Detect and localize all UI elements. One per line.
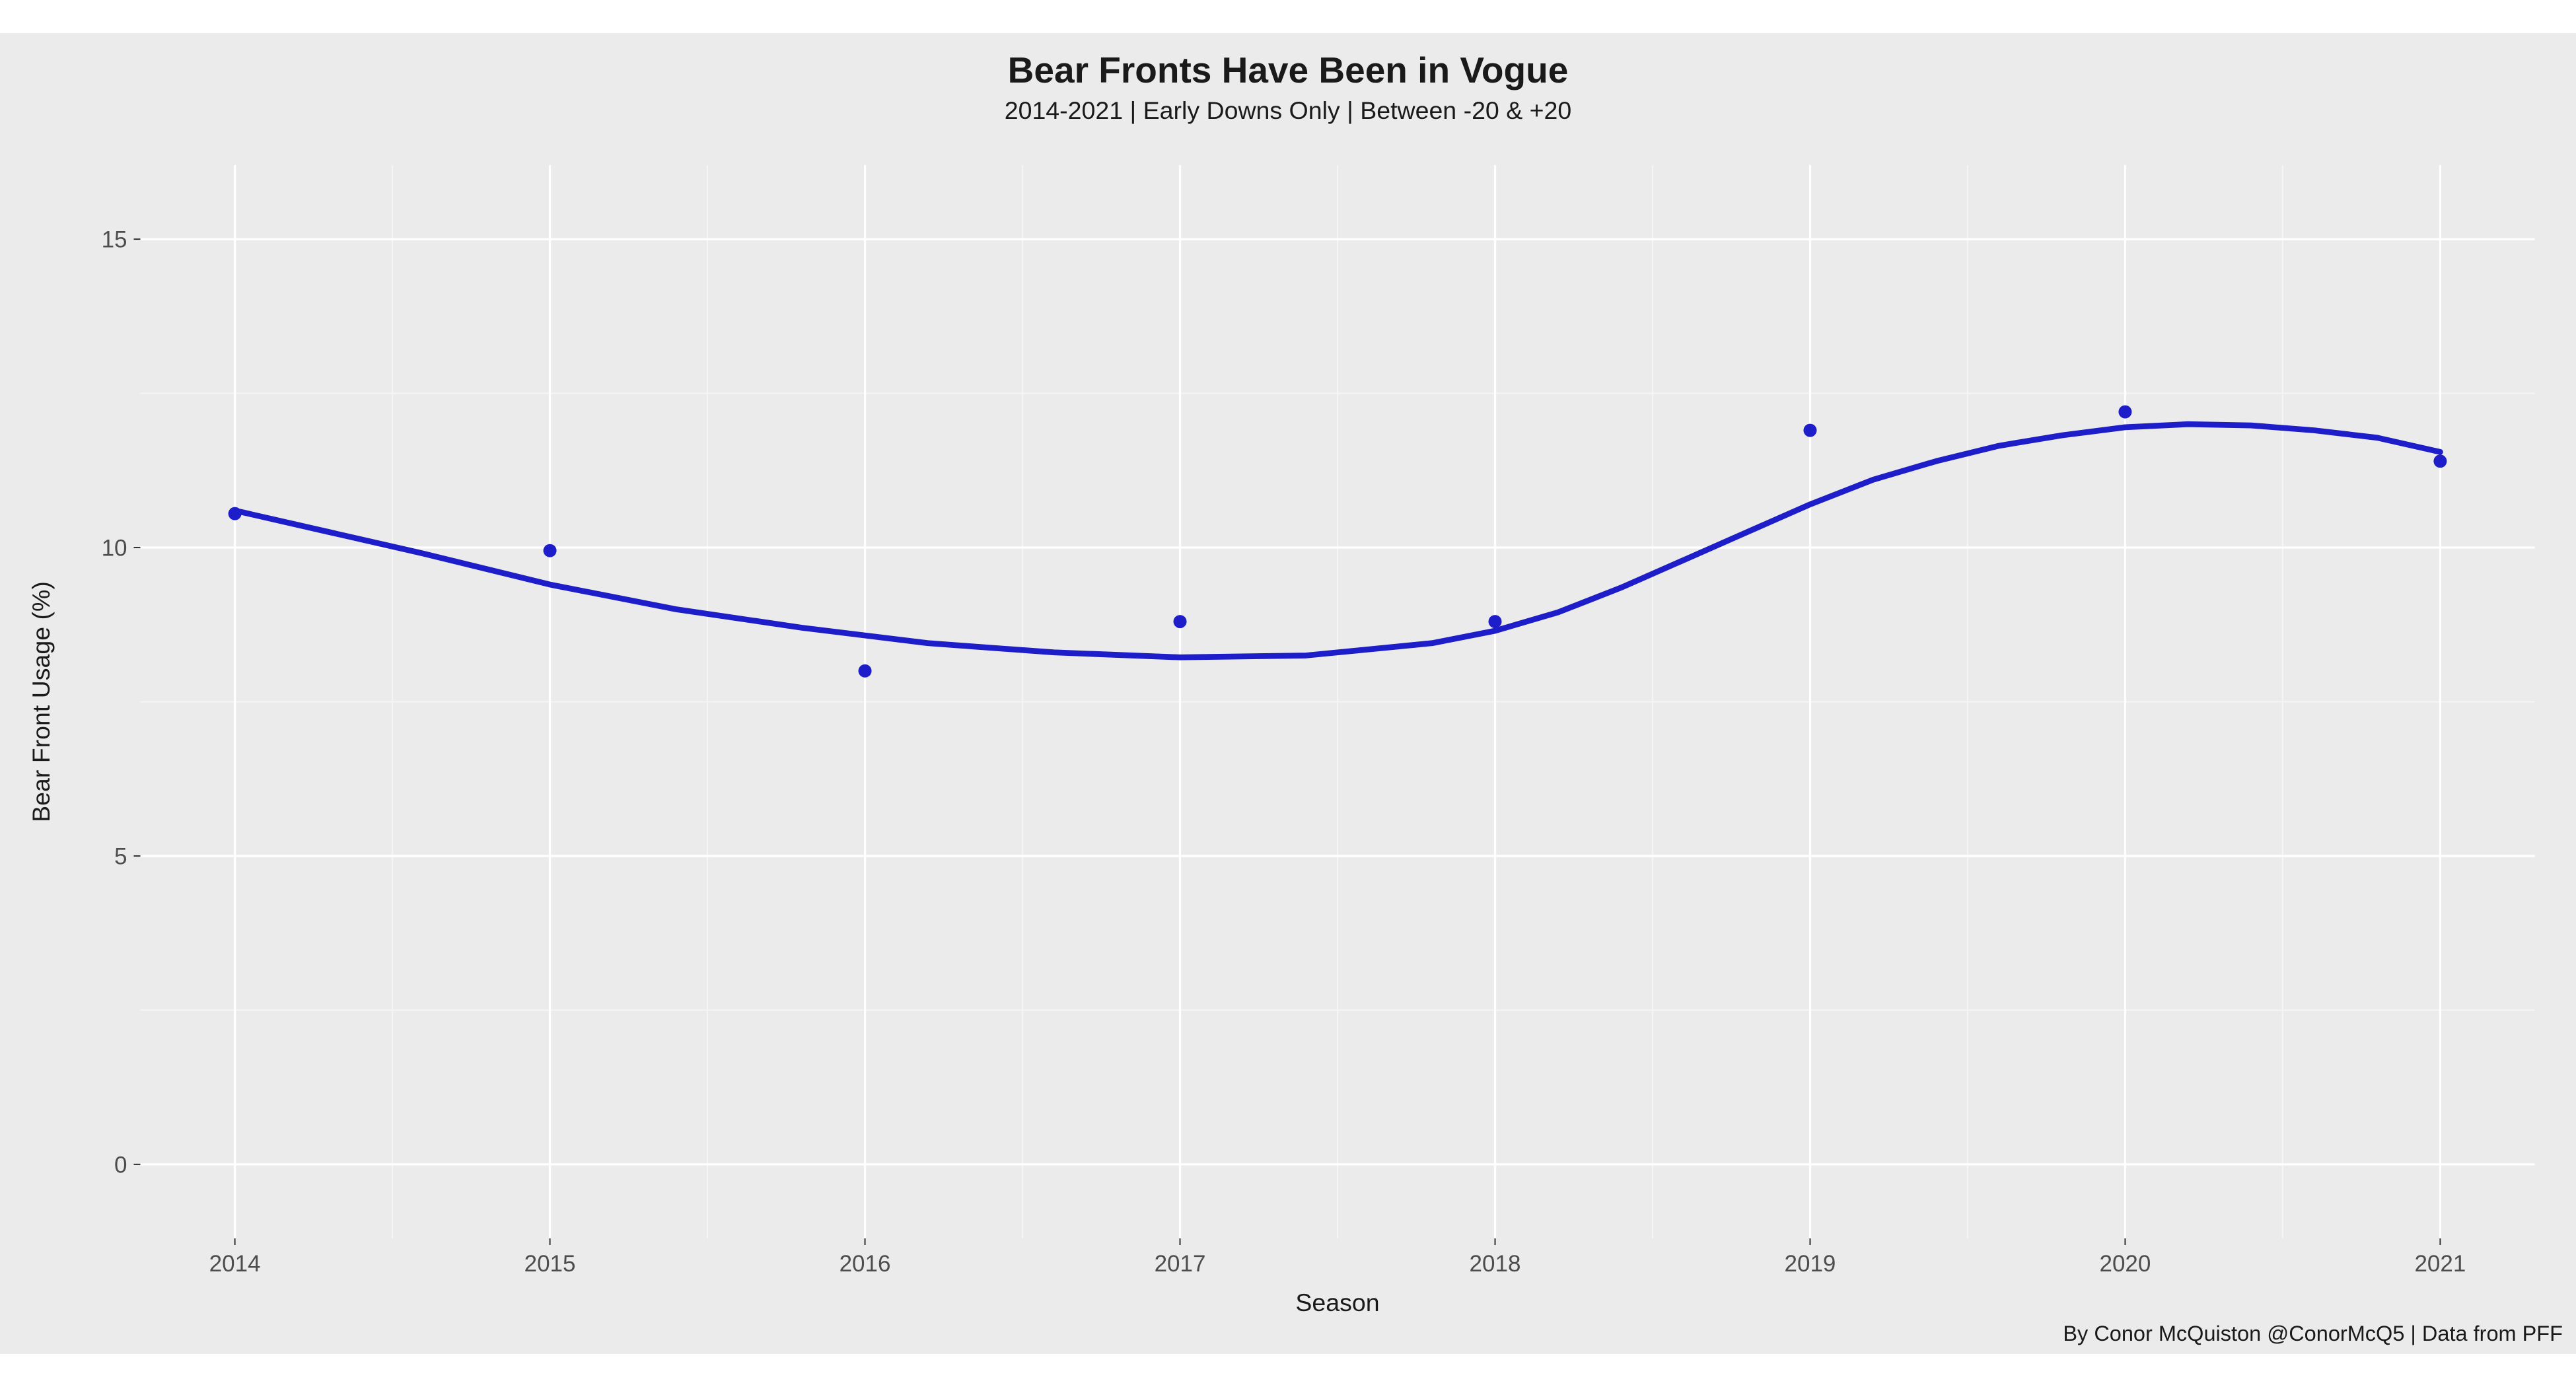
x-tick-label: 2017 (1155, 1251, 1206, 1277)
data-point (2433, 454, 2447, 468)
x-tick-label: 2020 (2099, 1251, 2151, 1277)
chart-caption: By Conor McQuiston @ConorMcQ5 | Data fro… (2063, 1322, 2563, 1345)
chart-subtitle: 2014-2021 | Early Downs Only | Between -… (1005, 96, 1572, 124)
data-point (1174, 615, 1187, 628)
chart-container: 2014 2015 2016 2017 2018 2019 2020 2021 0 5 10 15 Se… (0, 0, 2576, 1387)
data-point (1803, 424, 1816, 437)
y-axis-label: Bear Front Usage (%) (27, 581, 55, 822)
y-tick-label: 0 (114, 1152, 127, 1178)
x-tick-label: 2021 (2414, 1251, 2466, 1277)
data-point (229, 507, 242, 520)
chart-title: Bear Fronts Have Been in Vogue (1008, 50, 1569, 90)
x-axis-label: Season (1295, 1289, 1379, 1316)
data-point (859, 664, 872, 678)
x-tick-label: 2016 (840, 1251, 891, 1277)
x-tick-label: 2018 (1470, 1251, 1521, 1277)
x-tick-label: 2019 (1785, 1251, 1836, 1277)
data-point (2118, 406, 2131, 419)
x-tick-label: 2015 (524, 1251, 576, 1277)
y-tick-label: 5 (114, 843, 127, 869)
data-point (544, 544, 557, 557)
y-tick-label: 10 (102, 536, 127, 561)
chart-svg: 2014 2015 2016 2017 2018 2019 2020 2021 0 5 10 15 Se… (0, 0, 2576, 1387)
x-tick-label: 2014 (209, 1251, 261, 1277)
y-tick-label: 15 (102, 227, 127, 253)
data-point (1488, 615, 1501, 628)
